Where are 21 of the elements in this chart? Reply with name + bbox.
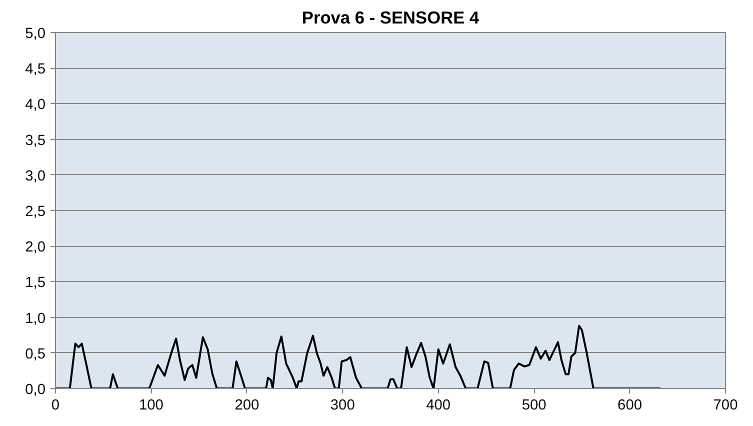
y-tick-label: 2,0 <box>25 240 46 256</box>
y-tick-label: 5,0 <box>25 26 46 42</box>
y-tick-label: 3,5 <box>25 132 46 149</box>
chart-title: Prova 6 - SENSORE 4 <box>302 8 480 28</box>
x-tick-label: 100 <box>138 398 164 414</box>
x-tick-label: 400 <box>426 398 451 414</box>
x-tick-label: 600 <box>618 398 642 414</box>
y-tick-label: 4,5 <box>25 62 46 78</box>
x-tick-label: 700 <box>713 398 738 414</box>
y-tick-label: 2,5 <box>25 204 46 220</box>
y-tick-label: 4,0 <box>25 97 46 114</box>
y-tick-label: 3,0 <box>25 168 46 184</box>
x-tick-label: 300 <box>330 398 355 414</box>
y-tick-label: 1,0 <box>25 310 46 327</box>
x-tick-label: 200 <box>234 398 260 414</box>
line-series <box>56 324 662 388</box>
y-tick-label: 0,0 <box>25 382 46 398</box>
y-tick-label: 0,5 <box>25 346 46 362</box>
x-tick-label: 0 <box>51 398 60 414</box>
y-tick-label: 1,5 <box>25 275 46 292</box>
x-tick-label: 500 <box>522 398 546 414</box>
